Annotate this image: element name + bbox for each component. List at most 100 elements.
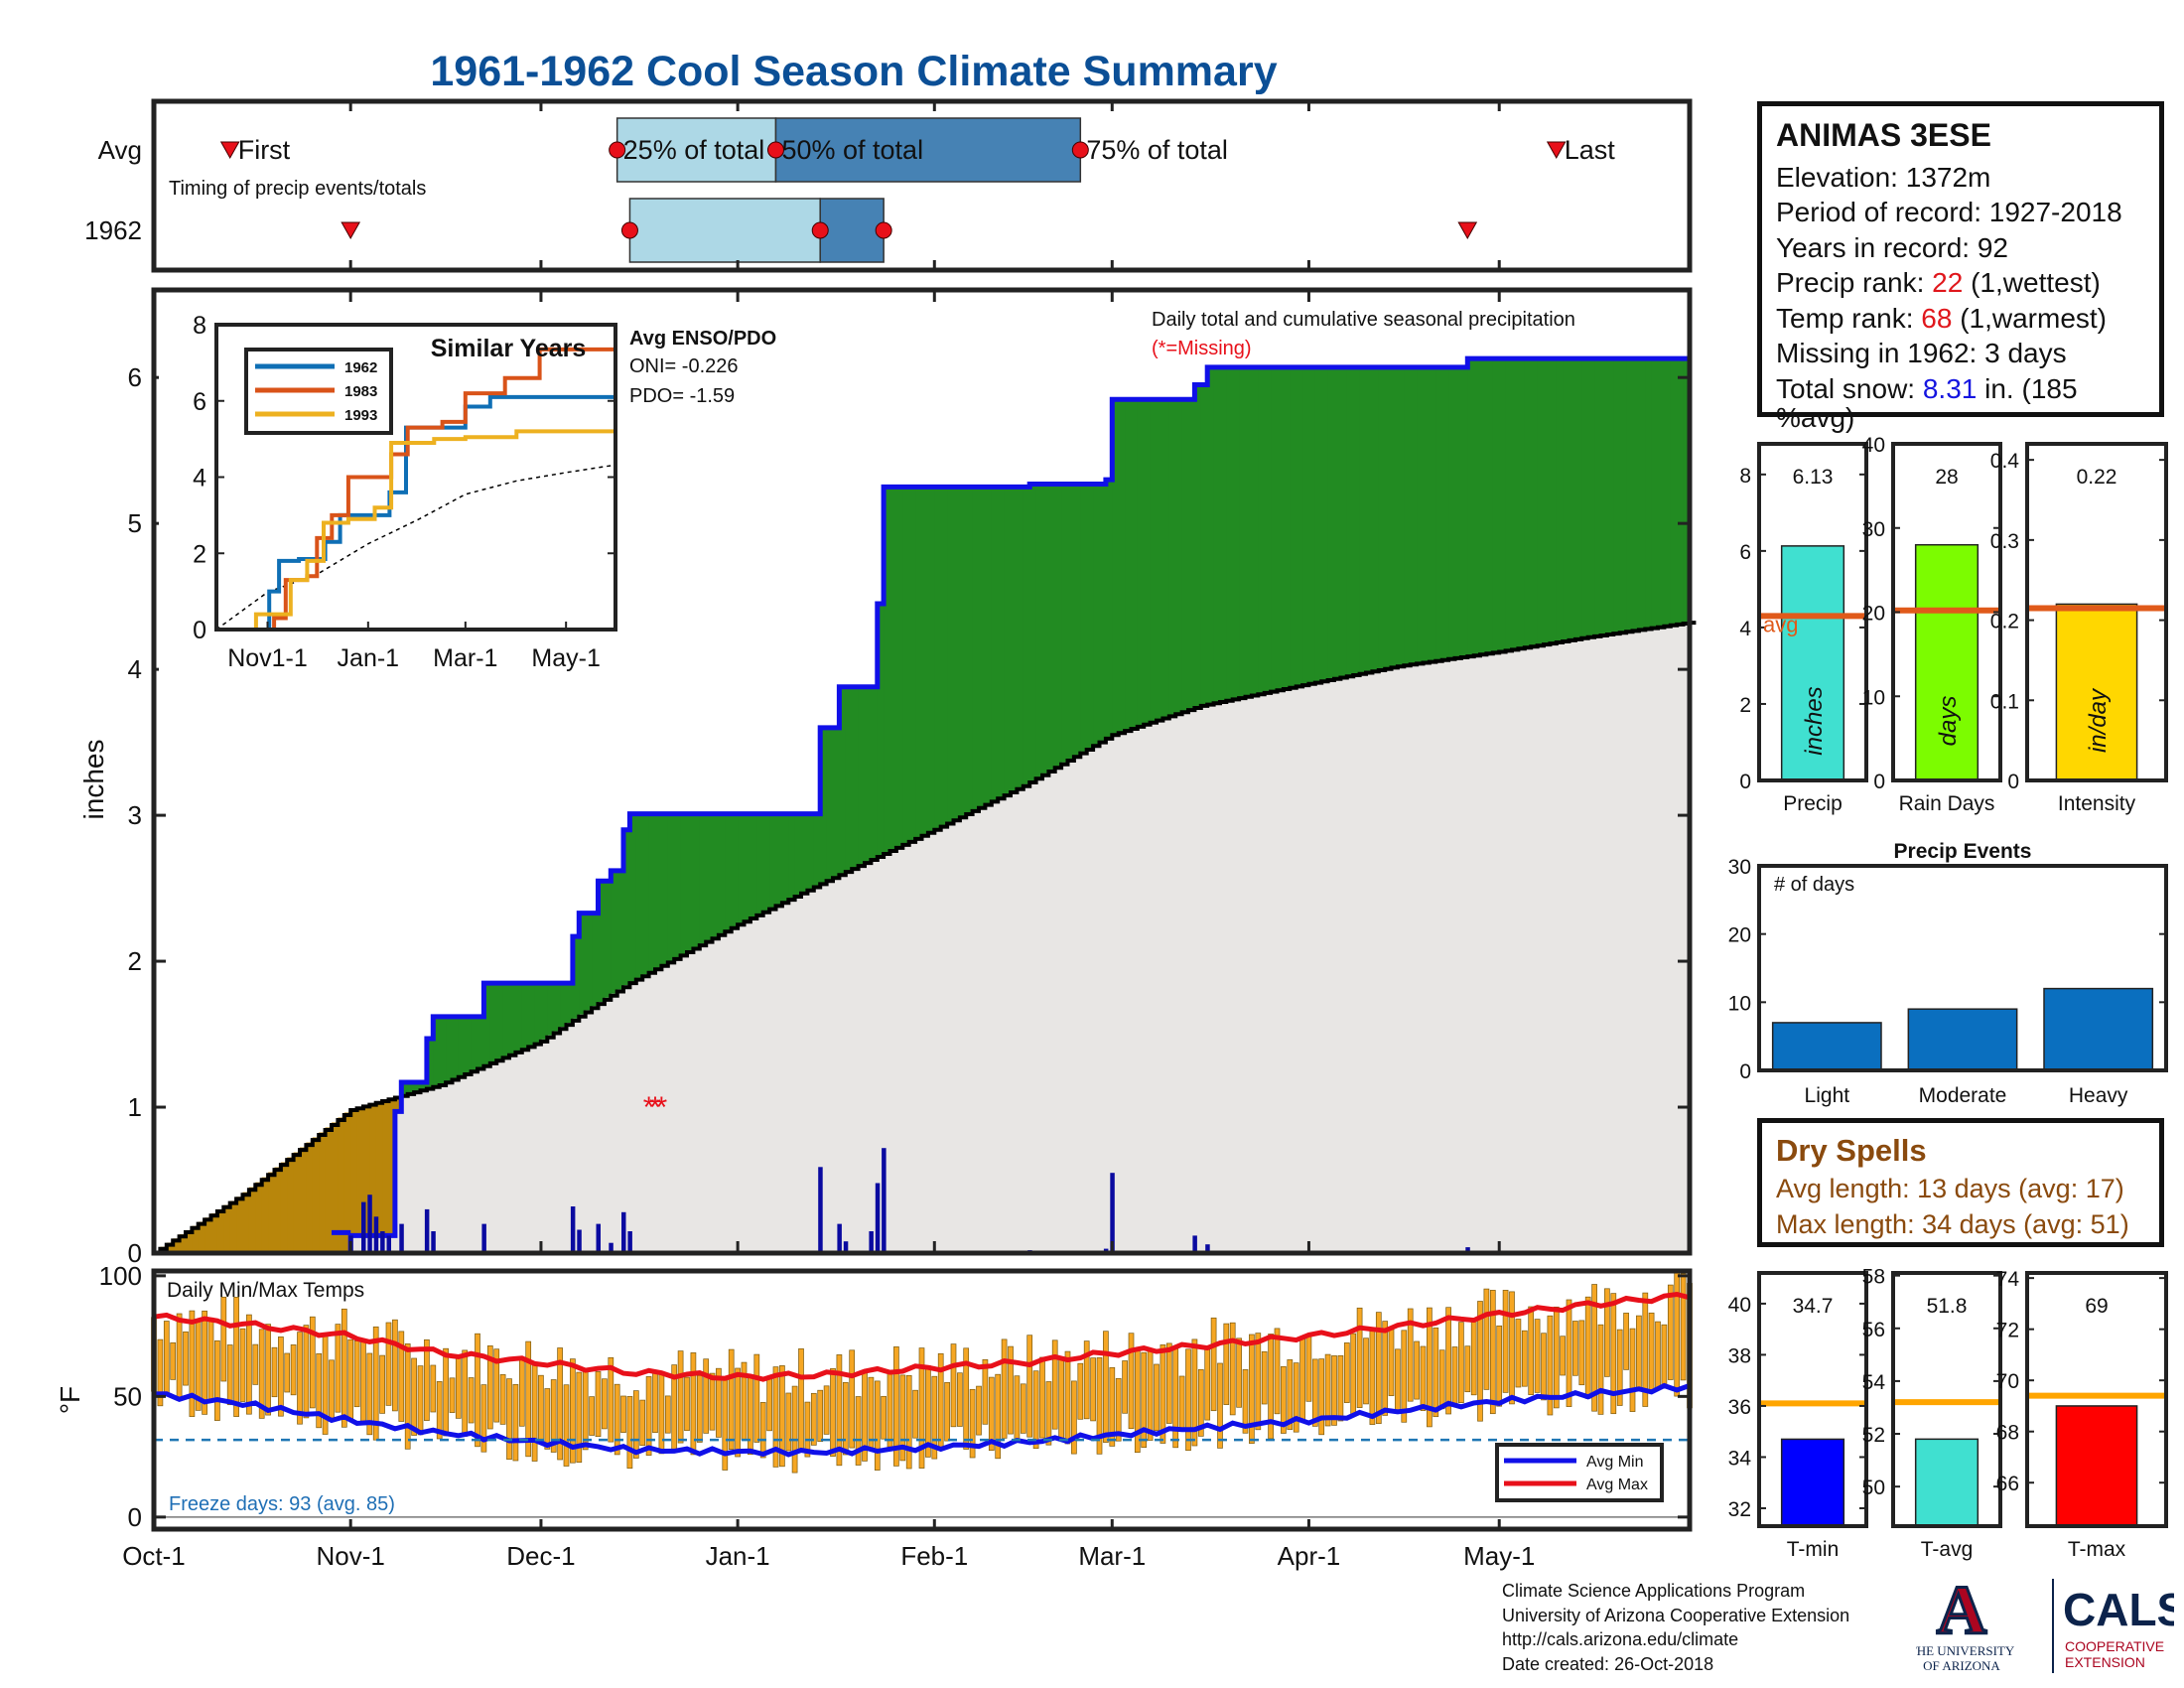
summary-y-tick-label: 66 (1996, 1473, 2019, 1495)
daily-temp-bar (1305, 1334, 1312, 1402)
surplus-area (1512, 358, 1519, 649)
deficit-area (343, 1112, 351, 1253)
daily-temp-bar (430, 1364, 437, 1413)
surplus-area (655, 813, 662, 968)
legend-avg-min-label: Avg Min (1586, 1454, 1644, 1471)
daily-temp-bar (1496, 1325, 1503, 1407)
surplus-area (788, 813, 796, 899)
surplus-area (1563, 358, 1570, 641)
daily-temp-bar (1680, 1273, 1687, 1381)
surplus-area (1042, 484, 1049, 774)
surplus-area (1480, 358, 1487, 654)
surplus-area (1518, 358, 1526, 648)
surplus-area (1531, 358, 1539, 646)
surplus-area (1441, 366, 1449, 660)
surplus-area (1296, 366, 1303, 686)
daily-temp-bar (1122, 1360, 1128, 1414)
timing-first-label: First (238, 135, 291, 165)
y-tick-label: 1 (128, 1092, 142, 1122)
daily-temp-bar (690, 1352, 697, 1456)
deficit-area (179, 1234, 187, 1253)
surplus-area (985, 487, 993, 803)
daily-temp-bar (1020, 1383, 1026, 1434)
daily-precip-bar (609, 1242, 614, 1253)
surplus-area (1258, 366, 1266, 694)
y-tick-label: 2 (128, 946, 142, 976)
events-bar (2043, 987, 2154, 1071)
surplus-area (1232, 366, 1240, 699)
daily-temp-bar (550, 1379, 557, 1453)
daily-temp-bar (1058, 1356, 1064, 1439)
daily-temp-bar (239, 1328, 246, 1402)
daily-temp-bar (1350, 1333, 1357, 1416)
surplus-area (1245, 366, 1253, 697)
surplus-area (401, 1082, 409, 1095)
surplus-area (1067, 484, 1075, 760)
daily-temp-bar (785, 1392, 792, 1452)
daily-temp-bar (1629, 1328, 1636, 1412)
daily-precip-bar (577, 1229, 582, 1253)
daily-temp-bar (645, 1376, 652, 1456)
surplus-area (895, 487, 903, 847)
summary-y-tick-label: 72 (1996, 1320, 2019, 1342)
daily-temp-bar (855, 1396, 862, 1466)
surplus-area (902, 487, 910, 844)
daily-temp-bar (652, 1370, 658, 1434)
daily-temp-bar (1464, 1345, 1471, 1393)
daily-temp-bar (1477, 1301, 1483, 1422)
summary-y-tick-label: 52 (1862, 1424, 1885, 1447)
deficit-area (338, 1117, 345, 1253)
daily-temp-bar (176, 1313, 183, 1401)
summary-y-tick-label: 58 (1862, 1266, 1885, 1289)
daily-temp-bar (1597, 1324, 1604, 1415)
summary-y-tick-label: 40 (1728, 1294, 1751, 1317)
daily-precip-bar (570, 1206, 576, 1253)
timing-quartile-marker (875, 221, 892, 239)
daily-temp-bar (842, 1381, 849, 1456)
deficit-area (192, 1225, 200, 1253)
summary-y-tick-label: 2 (1739, 694, 1751, 717)
daily-temp-bar (1655, 1321, 1661, 1390)
daily-temp-bar (1584, 1296, 1591, 1399)
deficit-area (363, 1105, 370, 1236)
daily-temp-bar (1553, 1306, 1560, 1409)
daily-temp-bar (912, 1389, 918, 1439)
summary-x-label: T-max (2068, 1538, 2126, 1561)
x-tick-label: Nov-1 (316, 1541, 384, 1571)
surplus-area (826, 727, 834, 880)
summary-x-label: Precip (1783, 792, 1843, 815)
inset-x-tick-label: Nov1-1 (227, 644, 308, 672)
daily-temp-bar (290, 1344, 297, 1396)
main-chart-subtitle: (*=Missing) (1152, 338, 1252, 359)
cumulative-1962-line (343, 355, 1690, 1256)
missing-marker: * (656, 1091, 668, 1124)
surplus-area (1378, 366, 1386, 670)
x-tick-label: Jan-1 (706, 1541, 770, 1571)
daily-temp-bar (995, 1373, 1002, 1460)
inset-title: Similar Years (431, 335, 587, 362)
daily-temp-bar (658, 1371, 665, 1455)
surplus-area (966, 487, 974, 813)
surplus-area (1391, 366, 1399, 667)
daily-temp-bar (1451, 1346, 1458, 1406)
summary-y-tick-label: 4 (1739, 618, 1751, 640)
timing-first-last-marker (219, 141, 240, 160)
daily-temp-bar (804, 1401, 811, 1458)
dry-spells-title: Dry Spells (1776, 1133, 1927, 1168)
daily-temp-bar (462, 1349, 469, 1437)
tavg-summary-panel: 50 52 54 56 58 51.8 T-avg (1862, 1266, 2002, 1561)
daily-precip-bar (481, 1223, 486, 1253)
surplus-area (1181, 399, 1189, 712)
daily-temp-bar (163, 1321, 170, 1396)
surplus-area (1251, 366, 1259, 695)
daily-temp-bar (455, 1356, 462, 1419)
daily-temp-bar (1261, 1350, 1268, 1405)
daily-temp-bar (1026, 1335, 1033, 1438)
daily-precip-bar (424, 1208, 430, 1253)
deficit-area (248, 1187, 256, 1253)
ua-block-a-icon: A (1937, 1574, 1987, 1649)
surplus-area (1486, 358, 1494, 653)
daily-temp-bar (722, 1379, 729, 1471)
logo-coop-line2: EXTENSION (2065, 1654, 2145, 1670)
daily-temp-bar (893, 1346, 899, 1467)
